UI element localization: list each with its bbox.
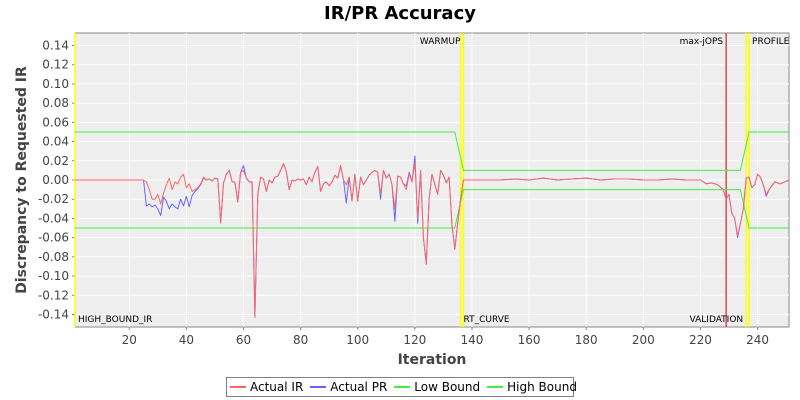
x-tick-label: 180 <box>575 333 598 347</box>
marker-label: PROFILE <box>752 37 790 47</box>
x-tick-label: 200 <box>632 333 655 347</box>
legend-label: Low Bound <box>414 380 481 394</box>
marker-label: VALIDATION <box>690 315 744 325</box>
y-tick-label: -0.08 <box>38 250 69 264</box>
x-tick-label: 60 <box>236 333 251 347</box>
series-line-low-bound <box>75 189 789 229</box>
legend-swatch <box>310 386 327 388</box>
legend-swatch <box>394 386 411 388</box>
x-tick-label: 100 <box>346 333 369 347</box>
legend-item: Low Bound <box>394 380 480 394</box>
legend-label: Actual PR <box>330 380 388 394</box>
x-tick-label: 220 <box>689 333 712 347</box>
marker-label: RT_CURVE <box>464 315 510 325</box>
y-tick-label: -0.10 <box>38 269 69 283</box>
series-line-actual-ir <box>75 162 790 318</box>
x-axis-title: Iteration <box>398 352 467 368</box>
y-tick-label: 0.06 <box>42 115 69 129</box>
x-tick-label: 80 <box>293 333 308 347</box>
y-tick-label: 0.04 <box>42 135 69 149</box>
legend-label: Actual IR <box>250 380 304 394</box>
legend: Actual IR Actual PR Low Bound High Bound <box>226 377 577 397</box>
y-tick-label: 0.10 <box>42 77 69 91</box>
legend-swatch <box>487 386 504 388</box>
x-tick-label: 240 <box>746 333 769 347</box>
marker-label: WARMUP <box>420 37 461 47</box>
marker-labels: WARMUP max-jOPS PROFILE HIGH_BOUND_IR RT_CUR… <box>78 37 790 325</box>
y-tick-label: -0.14 <box>38 308 69 322</box>
chart-title: IR/PR Accuracy <box>324 3 476 24</box>
legend-item: Actual IR <box>230 380 303 394</box>
legend-item: High Bound <box>487 380 577 394</box>
y-tick-label: 0.02 <box>42 154 69 168</box>
y-tick-label: 0.00 <box>42 173 69 187</box>
y-tick-label: 0.14 <box>42 38 69 52</box>
series-line-high-bound <box>75 131 789 171</box>
y-tick-label: -0.06 <box>38 231 69 245</box>
y-tick-label: 0.12 <box>42 58 69 72</box>
legend-item: Actual PR <box>310 380 387 394</box>
y-tick-label: -0.12 <box>38 288 69 302</box>
x-tick-label: 160 <box>518 333 541 347</box>
x-tick-label: 140 <box>461 333 484 347</box>
x-tick-label: 120 <box>403 333 426 347</box>
x-tick-label: 20 <box>122 333 137 347</box>
y-tick-label: -0.02 <box>38 192 69 206</box>
marker-label: max-jOPS <box>680 37 724 47</box>
x-tick-label: 40 <box>179 333 194 347</box>
y-axis-title: Discrepancy to Requested IR <box>14 66 30 294</box>
axes: 20 40 60 80 100 120 140 160 180 200 220 240 -0.14 -0.… <box>38 38 769 347</box>
marker-label: HIGH_BOUND_IR <box>78 315 152 325</box>
y-tick-label: 0.08 <box>42 96 69 110</box>
legend-label: High Bound <box>507 380 577 394</box>
series-lines <box>75 131 790 318</box>
legend-swatch <box>230 386 246 388</box>
y-tick-label: -0.04 <box>38 211 69 225</box>
